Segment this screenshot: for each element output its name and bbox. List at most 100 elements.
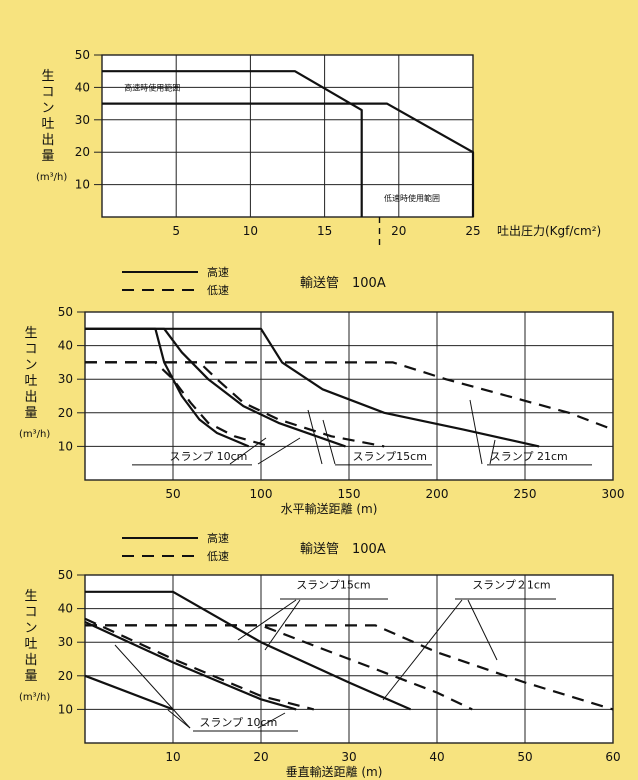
x-tick-label: 10 <box>243 224 258 238</box>
series-line-slump-10cm-solid <box>84 674 174 711</box>
annotation-arrow <box>257 712 286 729</box>
y-axis-label-char: コ <box>41 85 54 100</box>
x-tick-label: 10 <box>165 750 180 764</box>
x-tick-label: 15 <box>317 224 332 238</box>
y-axis-label-char: 生 <box>24 589 37 604</box>
x-tick-label: 300 <box>602 487 625 501</box>
annotation-arrow <box>167 709 191 729</box>
y-tick-label: 10 <box>58 439 73 453</box>
x-tick-label: 40 <box>429 750 444 764</box>
y-axis-unit: (m³/h) <box>19 429 50 440</box>
series-line-slump-21cm-solid <box>85 327 540 448</box>
legend-label-high: 高速 <box>207 531 229 545</box>
y-tick-label: 40 <box>58 602 73 616</box>
annotation-arrow <box>264 599 301 651</box>
annotation-arrow <box>382 599 463 701</box>
y-tick-label: 40 <box>58 339 73 353</box>
y-axis-label-char: ン <box>24 358 37 373</box>
y-axis-label-char: 吐 <box>41 117 54 132</box>
y-tick-label: 50 <box>75 48 90 62</box>
annotation-arrow <box>307 409 323 465</box>
pipe-size-label: 輸送管 100A <box>300 276 386 291</box>
annotation-arrow <box>467 599 498 661</box>
y-axis-label-char: ン <box>24 621 37 636</box>
x-axis-label: 水平輸送距離 (m) <box>281 501 378 516</box>
x-tick-label: 100 <box>250 487 273 501</box>
y-axis-label-char: コ <box>24 342 37 357</box>
annotation-slump-10cm: スランプ 10cm <box>199 716 277 729</box>
annotation-slump-21cm: スランプ２1cm <box>472 578 550 591</box>
y-tick-label: 30 <box>58 635 73 649</box>
annotation-arrow <box>469 399 483 465</box>
annotation-low-speed-range: 低速時使用範囲 <box>384 193 440 203</box>
x-tick-label: 20 <box>253 750 268 764</box>
y-axis-label-char: 量 <box>24 669 37 684</box>
y-tick-label: 50 <box>58 568 73 582</box>
x-tick-label: 25 <box>465 224 480 238</box>
y-axis-unit: (m³/h) <box>36 172 67 183</box>
x-tick-label: 50 <box>517 750 532 764</box>
x-tick-label: 150 <box>338 487 361 501</box>
series-line-slump-15cm-solid <box>85 590 412 711</box>
annotation-high-speed-range: 高速時使用範囲 <box>124 83 180 93</box>
annotation-arrow <box>489 439 496 465</box>
grid <box>77 311 614 480</box>
series-line-slump-21cm-dashed <box>85 624 614 711</box>
series-line-slump-15cm-dashed <box>85 361 385 448</box>
y-tick-label: 30 <box>58 372 73 386</box>
y-axis-label-char: 量 <box>24 406 37 421</box>
y-axis-label-char: コ <box>24 605 37 620</box>
y-axis-label-char: 出 <box>24 653 37 668</box>
series-line-slump-10cm-solid <box>84 621 297 711</box>
y-axis-label-char: 出 <box>24 390 37 405</box>
y-axis-label-char: ン <box>41 101 54 116</box>
y-axis-label-char: 吐 <box>24 637 37 652</box>
annotation-arrow <box>257 437 301 465</box>
x-tick-label: 60 <box>605 750 620 764</box>
y-axis-unit: (m³/h) <box>19 692 50 703</box>
y-tick-label: 50 <box>58 305 73 319</box>
annotation-arrow <box>114 644 191 729</box>
x-tick-label: 30 <box>341 750 356 764</box>
x-tick-label: 200 <box>426 487 449 501</box>
legend-label-low: 低速 <box>207 284 229 297</box>
y-tick-label: 20 <box>58 406 73 420</box>
x-tick-label: 250 <box>514 487 537 501</box>
y-tick-label: 10 <box>58 702 73 716</box>
x-axis-label: 垂直輸送距離 (m) <box>286 764 383 779</box>
y-tick-label: 40 <box>75 80 90 94</box>
y-axis-label-char: 出 <box>41 133 54 148</box>
y-tick-label: 10 <box>75 178 90 192</box>
y-tick-label: 20 <box>75 145 90 159</box>
grid <box>77 574 614 743</box>
grid <box>94 54 474 217</box>
legend-label-low: 低速 <box>207 550 229 563</box>
series-line-slump-15cm-dashed <box>85 624 473 711</box>
y-axis-label-char: 生 <box>41 69 54 84</box>
series-line-solid <box>102 102 475 217</box>
annotation-slump-21cm: スランプ 21cm <box>490 450 568 463</box>
annotation-slump-15cm: スランプ15cm <box>296 578 370 591</box>
x-axis-label: 吐出圧力(Kgf/cm²) <box>497 224 601 238</box>
annotation-slump-15cm: スランプ15cm <box>353 450 427 463</box>
x-tick-label: 20 <box>391 224 406 238</box>
annotation-slump-10cm: スランプ 10cm <box>169 450 247 463</box>
x-tick-label: 50 <box>165 487 180 501</box>
y-tick-label: 30 <box>75 113 90 127</box>
y-axis-label-char: 量 <box>41 149 54 164</box>
x-tick-label: 5 <box>172 224 180 238</box>
annotation-arrow <box>229 437 267 465</box>
series-line-slump-10cm-dashed <box>84 617 315 711</box>
plot-area <box>101 54 474 218</box>
legend-label-high: 高速 <box>207 265 229 279</box>
pipe-size-label: 輸送管 100A <box>300 542 386 557</box>
